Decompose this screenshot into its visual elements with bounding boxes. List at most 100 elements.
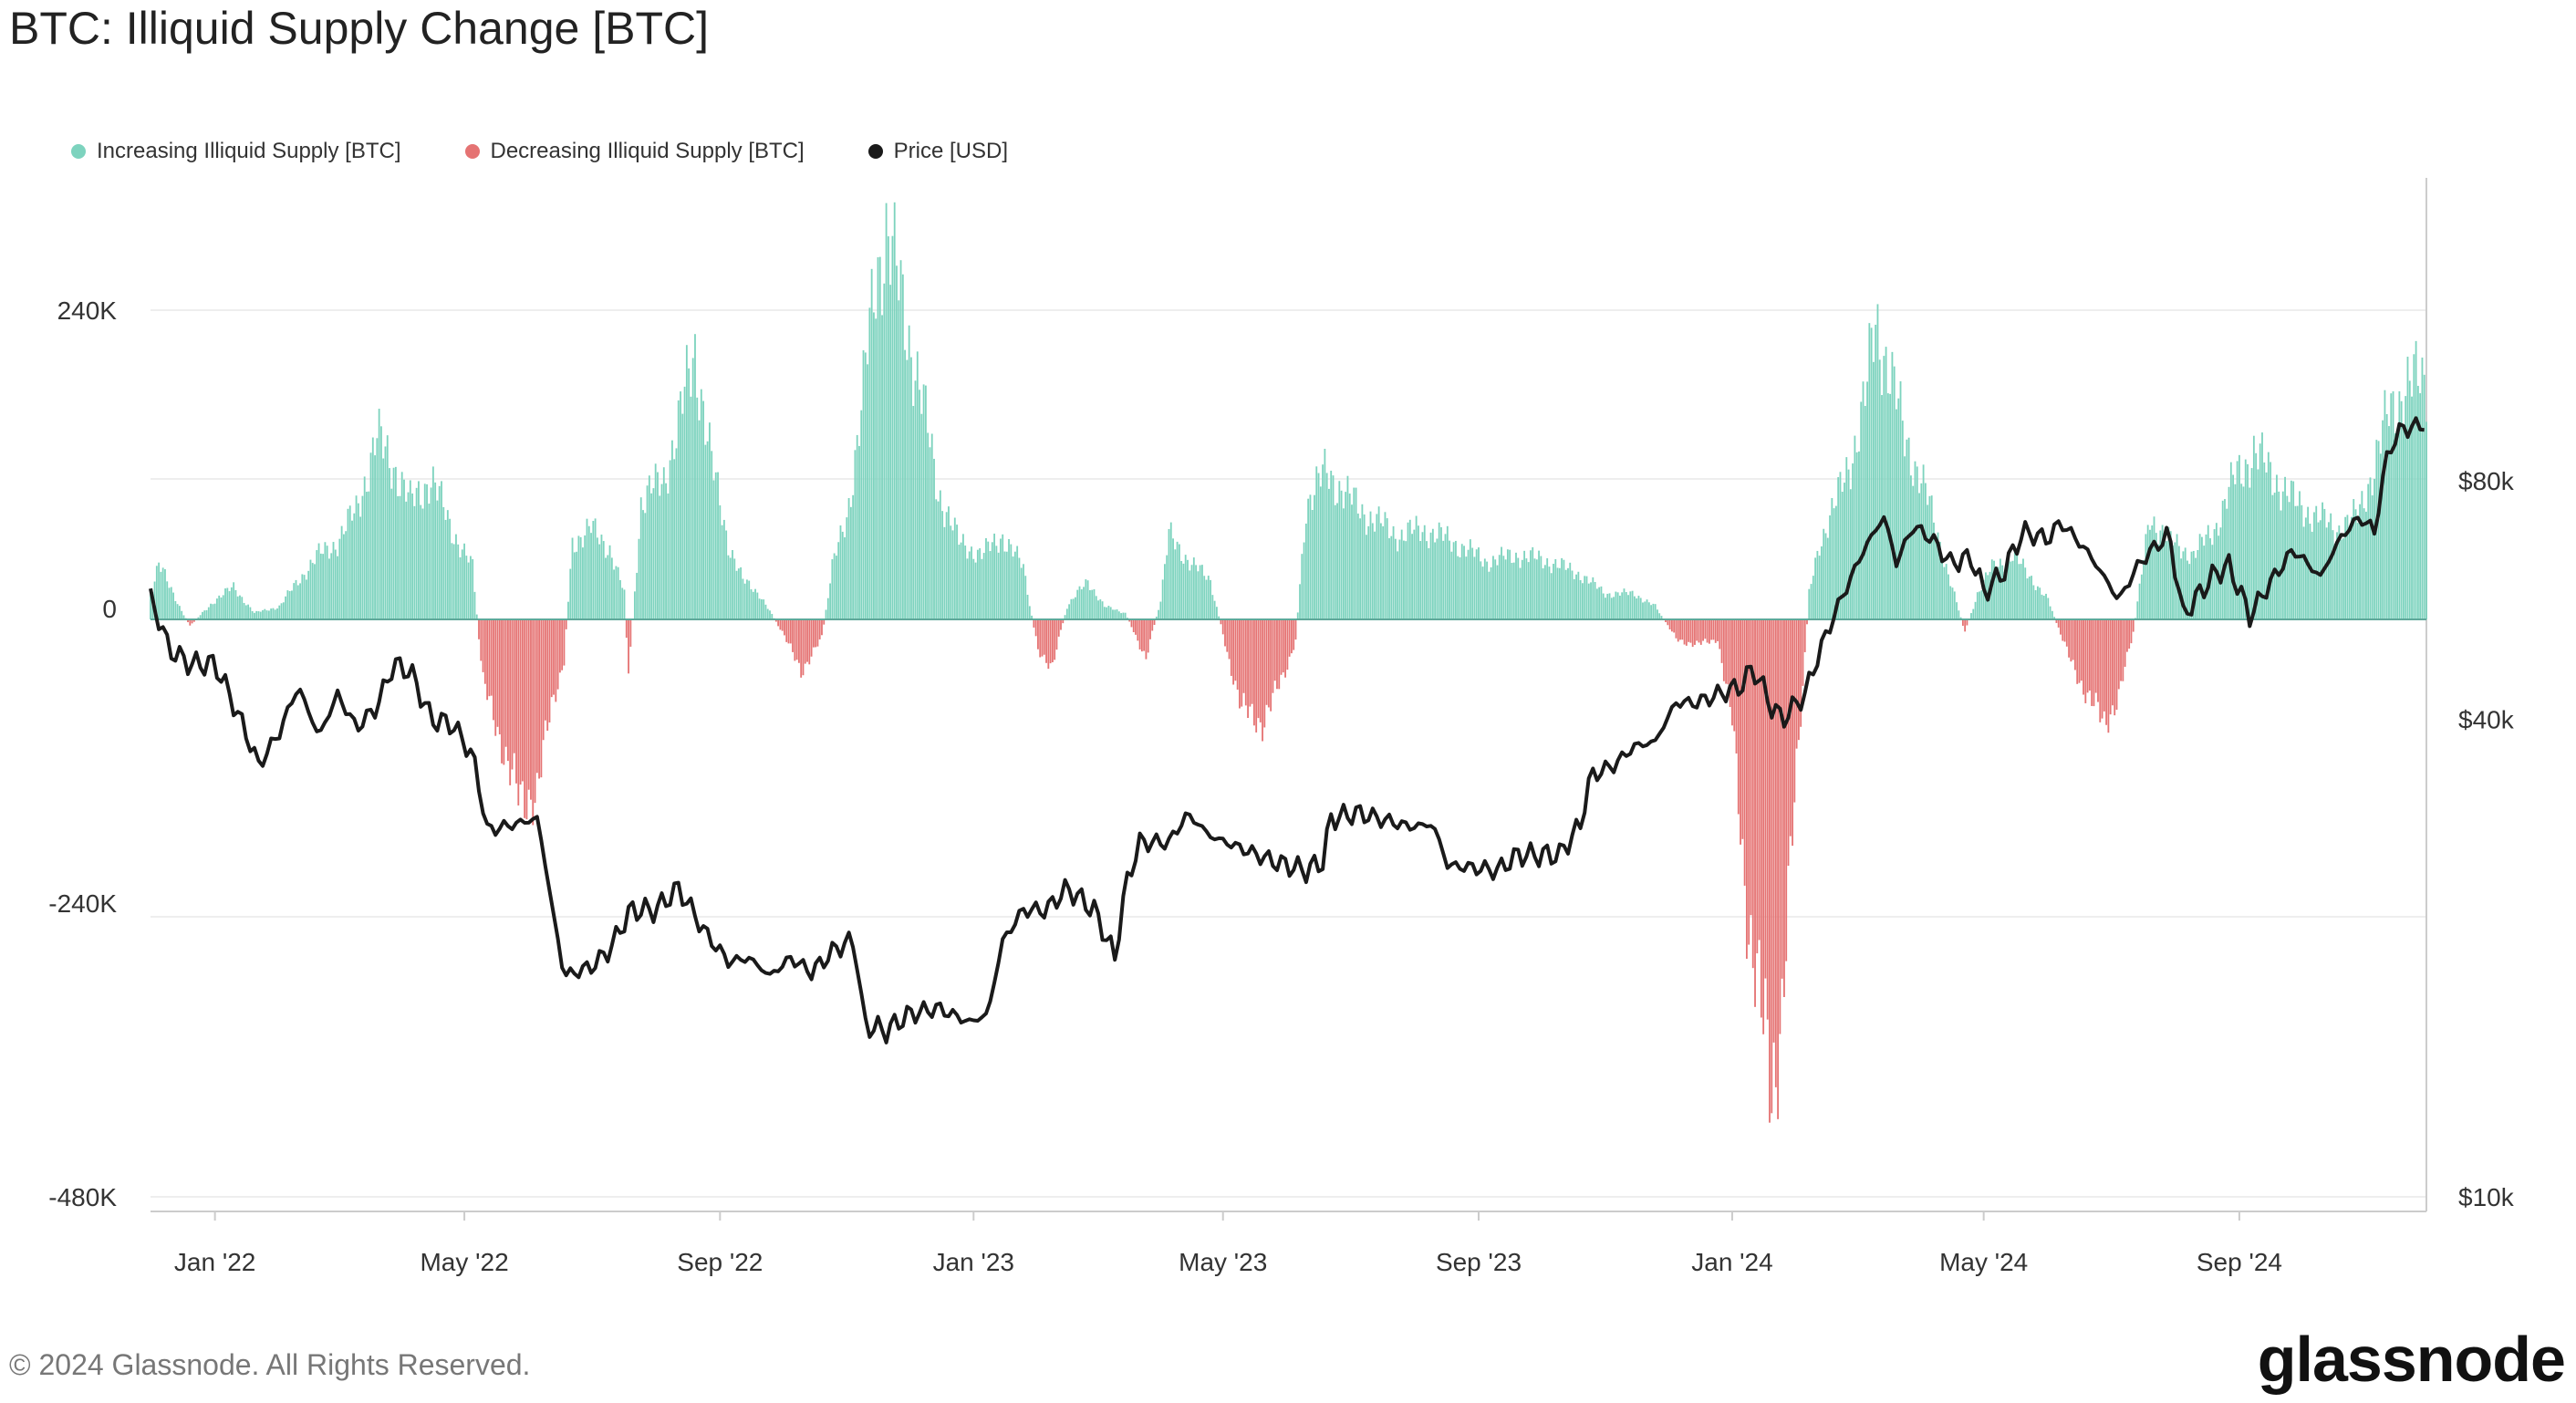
bar-increasing [1085, 579, 1087, 619]
bar-increasing [1475, 549, 1478, 619]
x-tick-label: Jan '24 [1691, 1248, 1772, 1276]
bar-increasing [870, 268, 873, 619]
bar-increasing [212, 604, 214, 619]
bar-increasing [729, 557, 732, 619]
bar-decreasing [1149, 619, 1151, 639]
bar-increasing [1469, 539, 1471, 619]
bar-decreasing [1288, 619, 1291, 657]
legend-item-decreasing[interactable]: Decreasing Illiquid Supply [BTC] [464, 139, 805, 164]
bar-increasing [1080, 589, 1083, 619]
bar-increasing [1317, 473, 1320, 619]
bar-increasing [2032, 585, 2035, 619]
bar-increasing [908, 325, 910, 619]
bar-decreasing [1699, 619, 1702, 645]
bar-decreasing [565, 619, 567, 629]
bar-increasing [867, 364, 869, 619]
bar-decreasing [1756, 619, 1759, 954]
bar-increasing [1301, 554, 1304, 619]
bar-increasing [901, 274, 904, 619]
bar-decreasing [1273, 619, 1276, 681]
bar-increasing [2016, 551, 2019, 619]
bar-increasing [1654, 604, 1657, 619]
bar-increasing [858, 445, 860, 619]
bar-increasing [1910, 475, 1912, 619]
bar-increasing [2028, 576, 2031, 619]
bar-increasing [1093, 588, 1096, 619]
bar-decreasing [1257, 619, 1260, 719]
bar-decreasing [1276, 619, 1278, 690]
bar-increasing [203, 610, 206, 619]
bar-increasing [2034, 589, 2037, 619]
bar-increasing [2244, 459, 2247, 619]
bar-decreasing [628, 619, 629, 674]
bar-increasing [951, 530, 954, 619]
bar-increasing [577, 535, 580, 619]
bar-increasing [982, 553, 985, 619]
bar-increasing [691, 358, 694, 619]
bar-increasing [1116, 609, 1118, 619]
bar-decreasing [490, 619, 493, 696]
bar-increasing [2259, 443, 2261, 619]
bar-decreasing [563, 619, 566, 666]
bar-increasing [2267, 452, 2270, 619]
price-line [149, 416, 2425, 1044]
bar-increasing [380, 426, 382, 619]
bar-increasing [1542, 567, 1544, 619]
bar-increasing [1584, 576, 1586, 619]
bar-increasing [748, 580, 751, 619]
bar-decreasing [2072, 619, 2074, 660]
bar-increasing [1883, 356, 1885, 619]
bar-increasing [771, 613, 774, 619]
bar-increasing [2155, 533, 2157, 619]
bar-increasing [2340, 539, 2342, 619]
bar-decreasing [1220, 619, 1222, 625]
bar-decreasing [534, 619, 536, 804]
bar-decreasing [1143, 619, 1146, 651]
bar-increasing [1168, 528, 1170, 619]
bar-increasing [1512, 562, 1515, 619]
bar-increasing [1982, 579, 1985, 619]
copyright-footer: © 2024 Glassnode. All Rights Reserved. [9, 1348, 531, 1381]
bar-decreasing [2086, 619, 2089, 693]
bar-increasing [2336, 532, 2338, 619]
bar-increasing [758, 598, 761, 619]
bar-increasing [457, 544, 460, 619]
bar-decreasing [1806, 619, 1808, 625]
bar-increasing [1423, 525, 1426, 619]
bar-increasing [449, 518, 452, 619]
bar-increasing [2197, 549, 2199, 619]
legend-item-price[interactable]: Price [USD] [867, 139, 1008, 164]
bar-increasing [1608, 593, 1611, 619]
bar-increasing [1554, 559, 1557, 619]
bar-decreasing [1689, 619, 1692, 643]
bar-increasing [1434, 542, 1437, 619]
bar-increasing [2190, 551, 2193, 619]
bar-increasing [2270, 462, 2272, 619]
bar-decreasing [1762, 619, 1765, 1034]
bar-increasing [727, 555, 730, 619]
bar-decreasing [815, 619, 817, 648]
bar-decreasing [2080, 619, 2083, 681]
bar-increasing [2419, 393, 2422, 619]
bar-increasing [1530, 550, 1532, 619]
bar-decreasing [1792, 619, 1793, 847]
bar-decreasing [787, 619, 790, 644]
bar-increasing [690, 396, 692, 619]
bar-increasing [991, 542, 993, 619]
bar-increasing [1937, 532, 1939, 619]
bar-increasing [825, 609, 827, 619]
bar-increasing [929, 447, 931, 619]
bar-increasing [431, 466, 434, 619]
bar-decreasing [2120, 619, 2122, 681]
bar-decreasing [818, 619, 821, 639]
bar-decreasing [1720, 619, 1723, 663]
bar-increasing [569, 568, 572, 619]
bar-increasing [1837, 477, 1840, 619]
legend-item-increasing[interactable]: Increasing Illiquid Supply [BTC] [71, 139, 401, 164]
bar-increasing [1024, 576, 1027, 619]
bar-increasing [265, 610, 268, 619]
bar-increasing [2278, 491, 2280, 619]
bar-decreasing [1803, 619, 1806, 652]
bar-decreasing [1673, 619, 1676, 633]
bar-increasing [1369, 511, 1372, 619]
